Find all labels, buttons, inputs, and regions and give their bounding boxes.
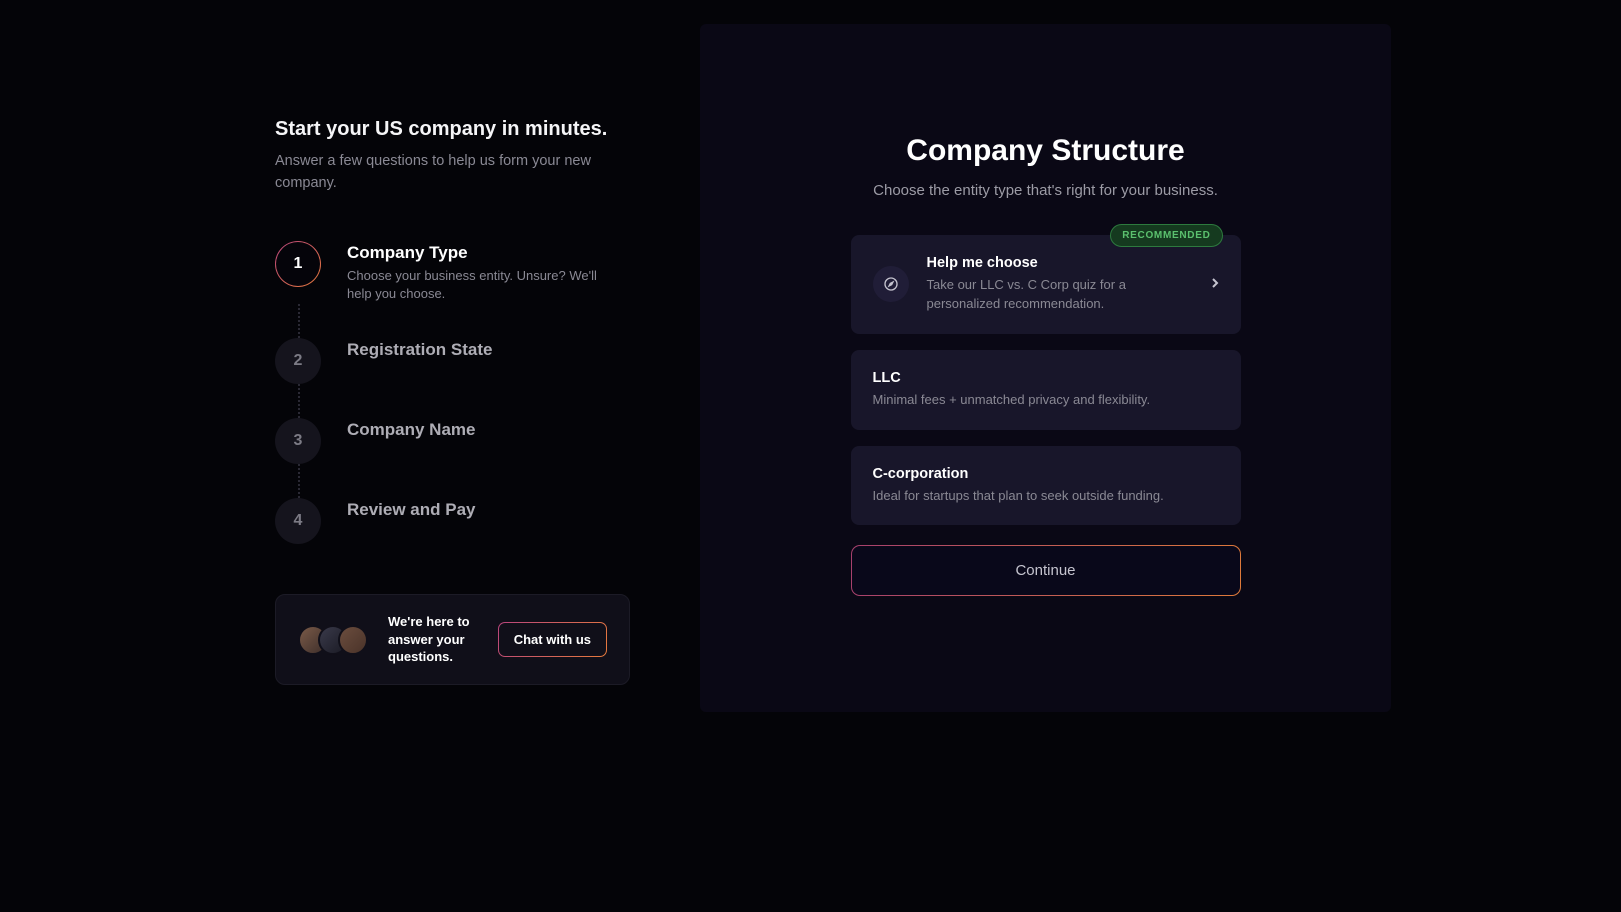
page-layout: Start your US company in minutes. Answer… [0,0,1621,912]
option-desc: Take our LLC vs. C Corp quiz for a perso… [927,276,1193,314]
option-llc[interactable]: LLC Minimal fees + unmatched privacy and… [851,350,1241,430]
step-connector [298,384,300,418]
option-desc: Ideal for startups that plan to seek out… [873,487,1219,506]
compass-icon [873,266,909,302]
step-connector [298,464,300,498]
help-text: We're here to answer your questions. [388,613,478,666]
option-title: C-corporation [873,466,1219,482]
step-title: Registration State [347,340,492,360]
step-title: Company Type [347,243,617,263]
chat-button[interactable]: Chat with us [498,622,607,657]
right-panel: Company Structure Choose the entity type… [700,24,1391,712]
step-company-name[interactable]: 3 Company Name [275,418,700,464]
step-number: 4 [275,498,321,544]
wizard-steps: 1 Company Type Choose your business enti… [275,241,700,545]
recommended-badge: RECOMMENDED [1110,224,1222,247]
step-company-type[interactable]: 1 Company Type Choose your business enti… [275,241,700,305]
step-number: 1 [275,241,321,287]
step-review-pay[interactable]: 4 Review and Pay [275,498,700,544]
continue-button[interactable]: Continue [851,545,1241,596]
option-title: Help me choose [927,255,1193,271]
page-heading: Start your US company in minutes. [275,118,700,141]
page-subheading: Answer a few questions to help us form y… [275,151,605,195]
step-number: 2 [275,338,321,384]
section-subtitle: Choose the entity type that's right for … [851,182,1241,199]
option-desc: Minimal fees + unmatched privacy and fle… [873,391,1219,410]
support-avatars [298,625,368,655]
option-help-me-choose[interactable]: RECOMMENDED Help me choose Take our LLC … [851,235,1241,334]
help-card: We're here to answer your questions. Cha… [275,594,630,685]
section-title: Company Structure [851,134,1241,168]
left-panel: Start your US company in minutes. Answer… [0,0,700,912]
step-title: Company Name [347,420,475,440]
step-title: Review and Pay [347,500,476,520]
step-number: 3 [275,418,321,464]
step-connector [298,304,300,338]
avatar [338,625,368,655]
step-registration-state[interactable]: 2 Registration State [275,338,700,384]
chevron-right-icon [1211,276,1219,292]
option-title: LLC [873,370,1219,386]
option-c-corp[interactable]: C-corporation Ideal for startups that pl… [851,446,1241,526]
step-desc: Choose your business entity. Unsure? We'… [347,267,617,305]
